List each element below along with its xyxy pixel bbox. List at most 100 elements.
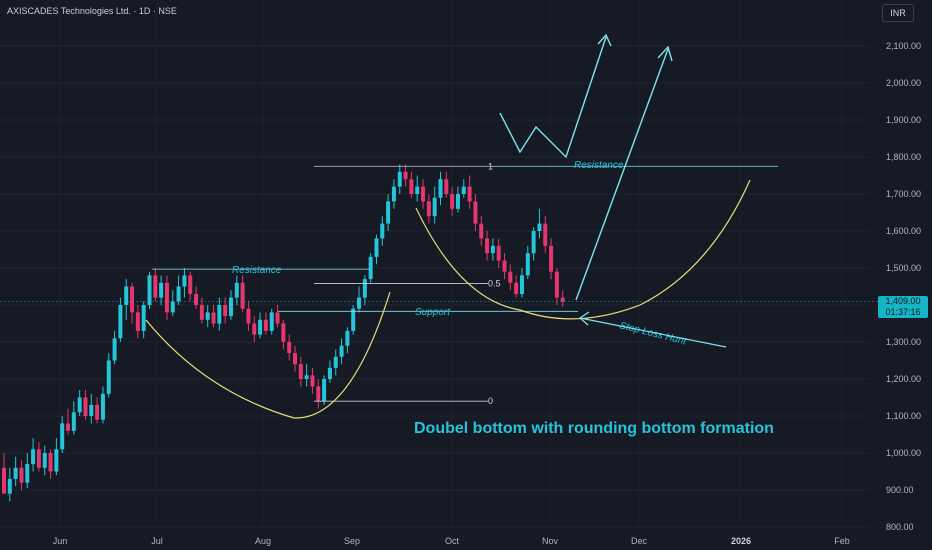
candle-body: [275, 312, 280, 324]
candle-body: [60, 423, 65, 450]
y-tick-label: 1,800.00: [886, 152, 921, 162]
candle-body: [89, 404, 94, 416]
candle-body: [322, 379, 327, 402]
candle-body: [223, 305, 228, 317]
candle-body: [13, 467, 18, 479]
breakout-arrow: [575, 48, 669, 301]
candle-body: [345, 330, 350, 346]
candle-body: [112, 338, 117, 361]
candle-body: [77, 397, 82, 413]
candle-body: [432, 197, 437, 217]
x-tick-label: Oct: [445, 536, 460, 546]
candle-body: [199, 305, 204, 320]
candle-body: [182, 275, 187, 287]
candle-body: [205, 312, 210, 320]
candle-body: [71, 412, 76, 431]
candle-body: [159, 282, 164, 298]
candle-body: [42, 453, 47, 468]
candle-body: [304, 375, 309, 379]
y-tick-label: 800.00: [886, 522, 914, 532]
fib-level-label: 0: [488, 396, 493, 406]
candle-body: [106, 360, 111, 394]
projection-path: [499, 36, 607, 159]
y-tick-label: 1,900.00: [886, 115, 921, 125]
candle-body: [467, 186, 472, 202]
stop-loss-arrow: [579, 317, 727, 348]
candle-body: [54, 449, 59, 472]
candle-body: [397, 171, 402, 187]
candle-body: [368, 256, 373, 280]
candle-body: [252, 323, 257, 335]
y-tick-label: 1,100.00: [886, 411, 921, 421]
x-tick-label: Feb: [834, 536, 850, 546]
candle-body: [118, 305, 123, 339]
breakout-arrowhead: [657, 45, 673, 62]
projection-arrowhead: [597, 33, 612, 47]
candle-body: [31, 449, 36, 465]
candle-body: [316, 386, 321, 402]
candle-body: [560, 297, 565, 302]
candle-body: [135, 312, 140, 331]
candle-body: [502, 260, 507, 272]
candlestick-series: [2, 164, 565, 502]
x-tick-label: Jun: [53, 536, 68, 546]
rounding-bottom-curve-right: [415, 179, 751, 320]
last-price-tag: 1,409.00 01:37:16: [878, 296, 928, 318]
candle-body: [66, 423, 71, 431]
candle-body: [258, 319, 263, 335]
candle-body: [391, 186, 396, 202]
x-tick-label: Aug: [255, 536, 271, 546]
candle-body: [2, 467, 6, 494]
x-tick-label: Jul: [151, 536, 163, 546]
candle-body: [327, 367, 332, 379]
candle-body: [543, 223, 548, 246]
candle-body: [409, 179, 414, 194]
candle-body: [444, 179, 449, 194]
x-tick-label: 2026: [731, 536, 751, 546]
headline-text: Doubel bottom with rounding bottom forma…: [414, 420, 774, 437]
candle-body: [217, 305, 222, 324]
candle-body: [281, 323, 286, 342]
y-tick-label: 1,500.00: [886, 263, 921, 273]
candle-body: [124, 286, 129, 305]
y-tick-label: 1,600.00: [886, 226, 921, 236]
rounding-bottom-curve-left: [145, 291, 391, 419]
y-tick-label: 2,000.00: [886, 78, 921, 88]
candle-body: [25, 464, 30, 483]
candle-body: [531, 231, 536, 254]
candle-body: [415, 186, 420, 194]
grid-lines: [0, 45, 870, 528]
candle-body: [374, 238, 379, 257]
candle-body: [263, 319, 268, 331]
candle-body: [461, 186, 466, 194]
currency-button[interactable]: INR: [882, 4, 914, 22]
candle-body: [351, 308, 356, 331]
candle-body: [357, 297, 362, 309]
candle-body: [36, 449, 41, 468]
candle-body: [176, 286, 181, 302]
candle-body: [426, 201, 431, 217]
annotation-label: Stop Loss Hunt: [618, 320, 688, 348]
candle-body: [147, 275, 152, 305]
candle-body: [490, 245, 495, 254]
y-tick-label: 1,000.00: [886, 448, 921, 458]
candle-body: [485, 238, 490, 254]
candle-body: [298, 364, 303, 379]
candle-body: [7, 478, 12, 494]
candle-body: [48, 453, 53, 472]
candle-body: [438, 179, 443, 198]
candle-body: [455, 194, 460, 209]
candle-body: [380, 223, 385, 239]
x-axis: Jun Jul Aug Sep Oct Nov Dec 2026 Feb: [53, 536, 850, 546]
candle-body: [496, 245, 501, 261]
candle-body: [83, 397, 88, 416]
candle-body: [549, 245, 554, 272]
y-tick-label: 2,100.00: [886, 41, 921, 51]
candle-body: [130, 286, 135, 313]
y-tick-label: 1,300.00: [886, 337, 921, 347]
chart-title: AXISCADES Technologies Ltd. · 1D · NSE: [7, 6, 177, 16]
last-price: 1,409.00: [885, 296, 921, 306]
candle-body: [554, 271, 559, 298]
